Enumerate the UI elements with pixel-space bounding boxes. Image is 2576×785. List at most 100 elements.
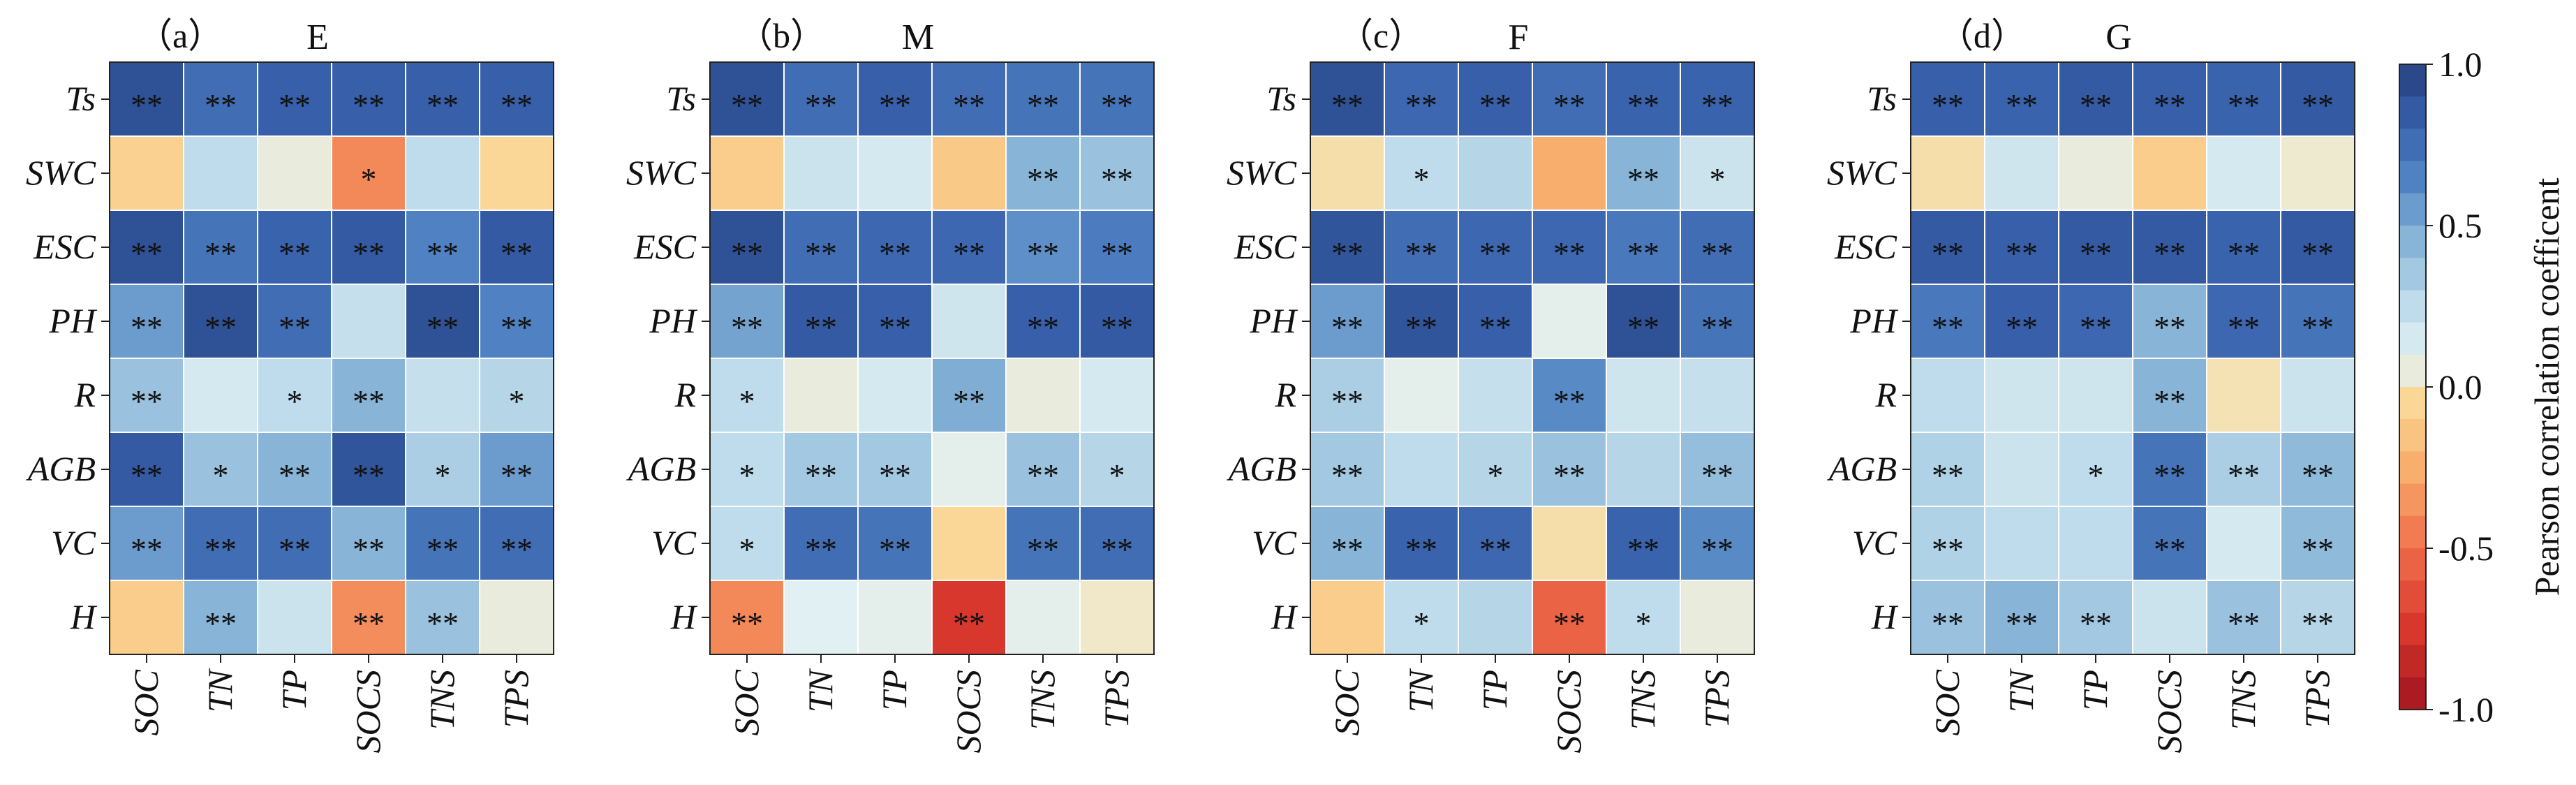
heatmap-cell [331,358,406,433]
colorbar-tick-label: 0.0 [2438,367,2482,406]
significance-label: ** [1627,87,1659,123]
heatmap-cell [709,358,785,433]
significance-label: ** [1553,457,1585,493]
significance-label: ** [2006,309,2038,345]
panel-title: F [1509,17,1529,57]
significance-label: ** [205,309,237,345]
x-tick-label: SOC [126,669,165,735]
heatmap-cell [1984,506,2059,581]
heatmap-cell [1458,358,1533,433]
y-tick-label: ESC [1234,227,1297,266]
x-tick-label: TP [274,670,313,710]
heatmap-cell [2132,432,2207,507]
significance-label: * [1710,161,1726,197]
significance-label: ** [131,87,163,123]
heatmap-cell [1910,432,1985,507]
heatmap-cell [857,135,933,211]
panel-frame [1910,61,2355,655]
significance-label: ** [1331,531,1363,567]
significance-label: ** [501,457,533,493]
significance-label: ** [2228,309,2260,345]
significance-label: ** [2154,87,2186,123]
heatmap-cell [2058,284,2133,359]
significance-label: ** [427,235,459,271]
x-tick-label: SOC [1327,669,1366,735]
significance-label: ** [1479,87,1511,123]
heatmap-cell [2280,432,2355,507]
heatmap-cell [479,135,554,211]
significance-label: ** [1701,531,1733,567]
y-tick-label: R [1274,375,1296,414]
heatmap-panel-1: ** ** ** ** ** ***** ** ** ** ** **** ** ** ** **** * **… [26,16,554,753]
heatmap-cell [2132,506,2207,581]
x-tick-label: TN [1401,668,1440,712]
significance-label: ** [2006,235,2038,271]
significance-label: ** [501,309,533,345]
heatmap-cell [2206,284,2281,359]
significance-label: ** [279,531,311,567]
heatmap-cell [257,580,332,655]
heatmap-cell [2206,580,2281,655]
significance-label: * [2088,457,2104,493]
significance-label: ** [131,457,163,493]
significance-label: ** [1932,309,1964,345]
heatmap-cell [257,506,332,581]
significance-label: ** [879,531,911,567]
heatmap-cell [1606,358,1681,433]
significance-label: ** [953,87,985,123]
significance-label: ** [1553,87,1585,123]
heatmap-cell [1384,210,1459,285]
heatmap-cell [931,506,1007,581]
significance-label: ** [1627,161,1659,197]
significance-label: ** [427,309,459,345]
heatmap-cell [2280,358,2355,433]
significance-label: ** [731,235,763,271]
heatmap-cell [1532,135,1607,211]
significance-label: ** [2228,457,2260,493]
heatmap-cell [709,61,785,137]
y-tick-label: Ts [666,79,696,118]
x-tick-label: SOCS [2149,670,2189,753]
significance-label: ** [1553,606,1585,641]
significance-label: ** [131,309,163,345]
significance-label: ** [1553,235,1585,271]
heatmap-cell [1458,135,1533,211]
heatmap-cell [1458,61,1533,137]
heatmap-cell [857,358,933,433]
colorbar-segment [2399,290,2426,323]
x-tick-label: TPS [1697,670,1736,728]
y-tick-label: SWC [1227,153,1297,192]
colorbar-segment [2399,419,2426,452]
x-tick-label: SOC [727,669,766,735]
heatmap-cell [857,210,933,285]
colorbar-segment [2399,451,2426,485]
colorbar-segment [2399,322,2426,355]
x-tick-label: TNS [422,670,461,730]
heatmap-cell [2280,135,2355,211]
heatmap-cell [2206,135,2281,211]
heatmap-cell [783,580,859,655]
heatmap-cell [2058,432,2133,507]
y-tick-label: PH [48,301,98,340]
panel-title: G [2105,17,2132,57]
heatmap-cell [405,432,480,507]
y-tick-label: ESC [633,227,697,266]
significance-label: ** [131,383,163,419]
significance-label: ** [2080,235,2112,271]
y-tick-label: AGB [26,449,96,488]
heatmap-cell [1310,210,1385,285]
significance-label: ** [879,235,911,271]
y-tick-label: SWC [626,153,697,192]
heatmap-cell [1984,432,2059,507]
significance-label: ** [1331,235,1363,271]
heatmap-cell [1606,284,1681,359]
heatmap-cell [2058,358,2133,433]
significance-label: ** [1405,235,1437,271]
heatmap-cell [2206,506,2281,581]
heatmap-cell [1079,580,1155,655]
heatmap-cell [1680,61,1755,137]
significance-label: * [361,161,377,197]
colorbar-segment [2399,96,2426,129]
significance-label: ** [1027,235,1059,271]
colorbar: 1.0 0.5 0.0 -0.5 -1.0 Pearson correlation coe… [2399,45,2566,729]
